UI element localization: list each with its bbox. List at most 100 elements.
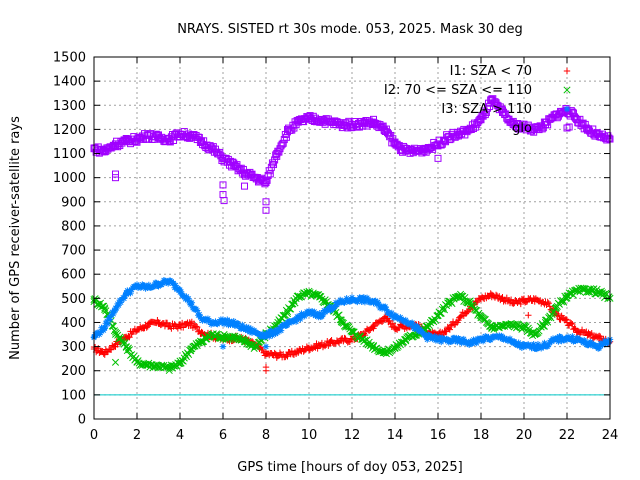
trace-point-i3 [102,320,110,327]
trace-point-i1 [389,320,397,327]
trace-point-i3 [332,299,340,306]
trace-point-i3 [234,320,242,327]
trace-point-i3 [518,344,526,351]
trace-point-glo [569,109,577,117]
trace-point-i1 [192,323,200,330]
trace-point-i3 [416,326,423,333]
trace-point-glo [477,114,485,122]
trace-point-i1 [473,298,480,306]
trace-point-i3 [538,345,545,352]
trace-point-i3 [223,319,230,326]
trace-point-i1 [563,316,571,324]
trace-point-i3 [336,296,344,304]
trace-point-i1 [569,320,576,328]
trace-point-i2 [253,343,261,351]
trace-point-i1 [596,332,603,340]
trace-point-i3 [92,332,100,339]
series-glo [90,95,614,188]
y-tick-label: 1000 [53,171,86,186]
trace-point-i3 [268,327,275,334]
trace-point-i3 [229,321,236,328]
trace-point-i3 [110,310,117,318]
x-tick-label: 18 [473,428,490,443]
x-tick-label: 10 [301,428,318,443]
chart-title: NRAYS. SISTED rt 30s mode. 053, 2025. Ma… [177,22,523,37]
trace-point-i3 [585,341,592,349]
trace-point-i3 [355,297,362,304]
trace-point-i3 [115,302,122,309]
trace-point-i1 [492,291,500,299]
trace-point-i3 [326,303,333,310]
trace-point-i2 [176,357,184,365]
trace-point-i3 [145,281,153,289]
trace-point-i1 [100,350,107,357]
trace-point-i3 [372,297,379,305]
trace-point-i1 [284,353,291,360]
outlier-point [434,154,442,162]
trace-point-glo [538,125,546,133]
trace-point-i2 [279,311,287,319]
trace-point-i3 [142,285,149,292]
trace-point-i3 [517,342,524,349]
trace-point-i3 [172,282,179,289]
trace-point-i3 [207,321,215,328]
trace-point-i3 [187,301,194,308]
trace-point-glo [215,150,223,158]
legend-marker-glo [563,124,571,132]
trace-point-i3 [151,283,158,290]
trace-point-i3 [343,295,350,302]
x-tick-label: 16 [430,428,447,443]
legend-marker-i1 [563,67,571,75]
trace-point-i3 [498,332,505,340]
trace-point-i3 [485,333,492,341]
trace-point-i3 [242,326,249,333]
trace-point-i3 [431,332,438,340]
y-tick-label: 600 [61,268,86,283]
trace-point-i2 [185,350,193,359]
trace-point-i3 [153,279,160,287]
trace-point-i3 [116,296,123,304]
legend-marker-i2 [563,86,571,94]
trace-point-i2 [291,299,299,307]
trace-point-i3 [274,329,282,336]
trace-point-i2 [448,300,456,308]
trace-point-i1 [325,342,332,349]
y-axis-label: Number of GPS receiver-satellite rays [8,116,23,360]
trace-point-glo [604,132,612,140]
trace-point-i2 [286,305,294,313]
outlier-point [112,174,119,182]
trace-point-i3 [572,337,579,345]
trace-point-glo [263,176,271,184]
trace-point-i1 [522,298,530,306]
trace-point-i3 [603,337,610,345]
outlier-point [262,343,270,350]
trace-point-i1 [194,323,201,331]
trace-point-i3 [348,294,356,301]
trace-point-i3 [97,329,104,337]
trace-point-i3 [541,339,548,347]
trace-point-i3 [497,334,504,342]
trace-point-i1 [447,322,455,329]
trace-point-i3 [314,311,321,318]
trace-point-i1 [507,296,515,303]
trace-point-i2 [307,292,315,300]
trace-point-i1 [143,324,150,331]
trace-point-i3 [347,297,355,305]
trace-point-i3 [182,295,189,303]
trace-point-i2 [544,318,552,326]
outlier-point [565,123,573,131]
trace-point-i3 [275,326,283,333]
legend-label-glo: glo [512,121,532,136]
trace-point-i3 [218,319,226,326]
trace-point-i3 [324,307,331,315]
trace-point-i2 [121,339,129,347]
trace-point-i3 [196,311,203,318]
trace-point-i3 [374,298,381,306]
trace-point-i3 [414,323,421,331]
trace-point-i3 [602,340,609,348]
y-tick-label: 1200 [53,123,86,138]
trace-point-i3 [194,307,201,314]
trace-point-i3 [454,338,461,346]
trace-point-i1 [174,325,182,332]
trace-point-i3 [473,339,480,347]
